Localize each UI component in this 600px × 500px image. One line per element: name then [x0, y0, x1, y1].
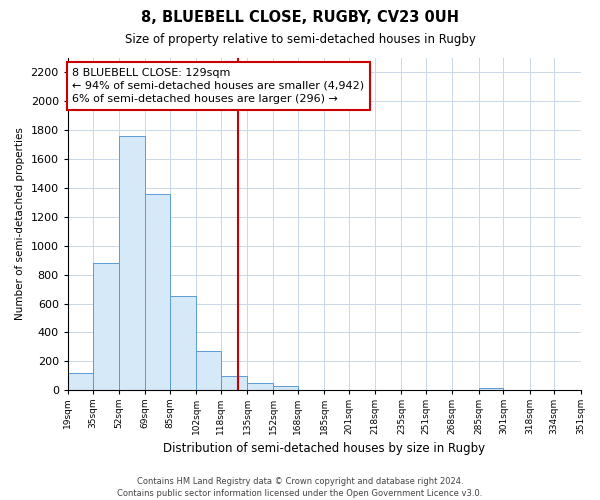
Bar	[145, 194, 170, 390]
Bar	[273, 386, 298, 390]
Bar	[68, 373, 92, 390]
Text: 8, BLUEBELL CLOSE, RUGBY, CV23 0UH: 8, BLUEBELL CLOSE, RUGBY, CV23 0UH	[141, 10, 459, 25]
Bar	[92, 263, 119, 390]
Bar	[479, 388, 503, 390]
Bar	[170, 296, 196, 390]
Bar	[119, 136, 145, 390]
X-axis label: Distribution of semi-detached houses by size in Rugby: Distribution of semi-detached houses by …	[163, 442, 485, 455]
Text: 8 BLUEBELL CLOSE: 129sqm
← 94% of semi-detached houses are smaller (4,942)
6% of: 8 BLUEBELL CLOSE: 129sqm ← 94% of semi-d…	[73, 68, 365, 104]
Bar	[196, 352, 221, 391]
Y-axis label: Number of semi-detached properties: Number of semi-detached properties	[15, 128, 25, 320]
Text: Contains HM Land Registry data © Crown copyright and database right 2024.
Contai: Contains HM Land Registry data © Crown c…	[118, 476, 482, 498]
Bar	[247, 383, 273, 390]
Bar	[221, 376, 247, 390]
Text: Size of property relative to semi-detached houses in Rugby: Size of property relative to semi-detach…	[125, 32, 475, 46]
